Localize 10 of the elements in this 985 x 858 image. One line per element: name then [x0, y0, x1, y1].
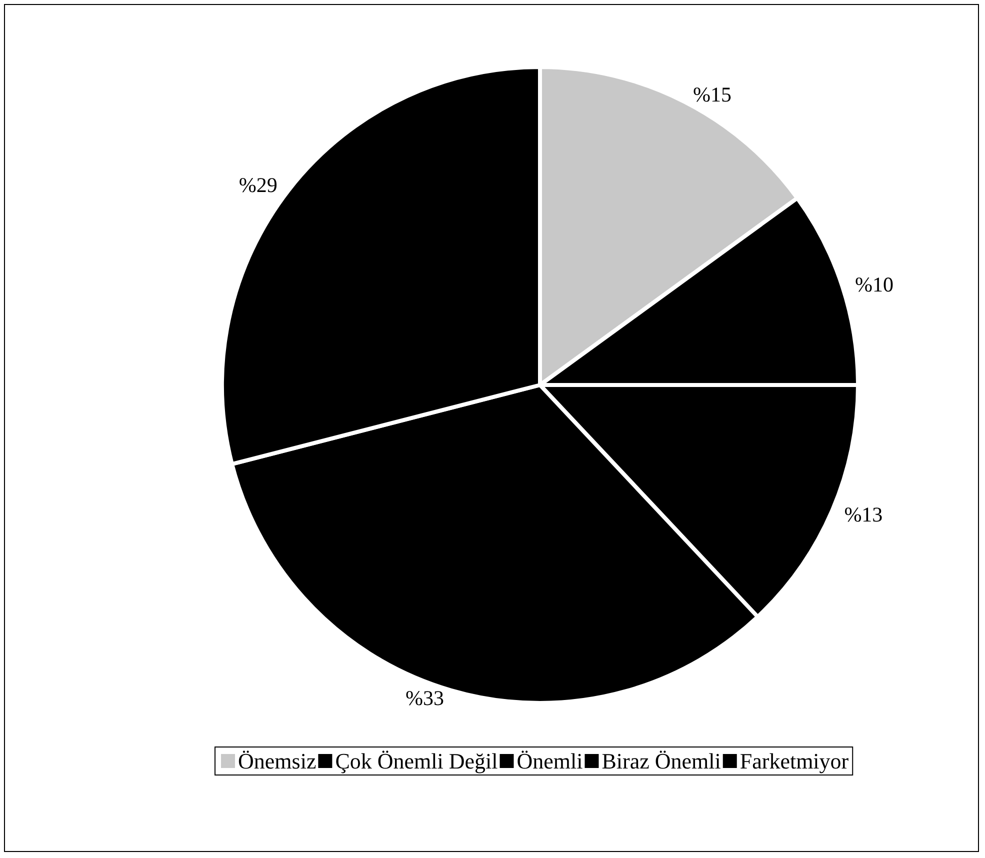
data-label: %13 [844, 502, 883, 526]
data-label: %33 [406, 686, 444, 710]
legend-label: Önemsiz [238, 748, 316, 774]
data-label: %10 [855, 272, 894, 296]
legend-label: Biraz Önemli [602, 748, 721, 774]
legend-label: Farketmiyor [740, 748, 850, 774]
data-label: %29 [238, 173, 278, 198]
data-label: %15 [693, 82, 732, 107]
legend-label: Çok Önemli Değil [335, 748, 498, 774]
legend-label: Önemli [516, 748, 583, 774]
